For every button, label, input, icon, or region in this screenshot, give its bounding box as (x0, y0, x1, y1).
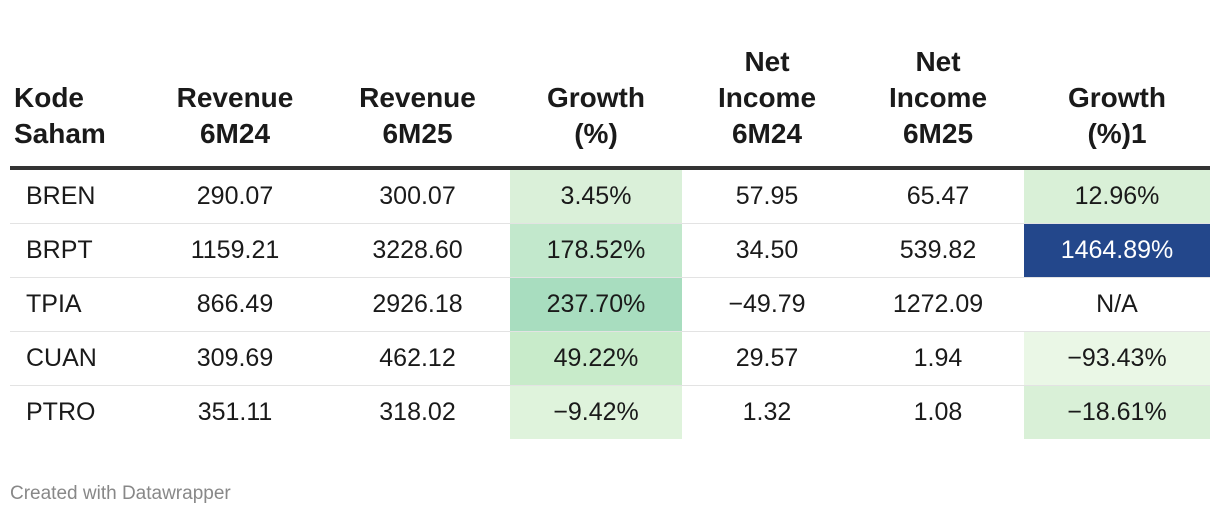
cell-net-income-6m24: 1.32 (742, 398, 792, 426)
header-row: Kode Saham Revenue 6M24 Revenue 6M25 Gro… (10, 40, 1210, 168)
cell-net-income-6m24: 29.57 (735, 344, 799, 372)
datawrapper-credit: Created with Datawrapper (10, 483, 231, 504)
header-line: Kode (14, 82, 84, 113)
header-line: 6M25 (902, 118, 974, 149)
header-line: 6M25 (382, 118, 453, 149)
cell-growth-1: −93.43% (1024, 331, 1210, 386)
column-header-growth-1: Growth (%)1 (1024, 40, 1210, 168)
table-row: BREN 290.07 300.07 3.45% 57.95 65.47 12.… (10, 168, 1210, 224)
column-header-revenue-6m24: Revenue 6M24 (145, 40, 325, 168)
cell-growth-1: 1464.89% (1024, 223, 1210, 278)
cell-revenue-6m25: 3228.60 (372, 236, 463, 264)
header-line: 6M24 (731, 118, 803, 149)
cell-net-income-6m24: 57.95 (735, 182, 799, 210)
cell-net-income-6m25: 65.47 (906, 182, 970, 210)
cell-revenue-6m24: 290.07 (196, 182, 274, 210)
cell-net-income-6m25: 1.08 (913, 398, 963, 426)
table-row: BRPT 1159.21 3228.60 178.52% 34.50 539.8… (10, 223, 1210, 278)
cell-kode-saham: CUAN (26, 344, 97, 372)
data-table: Kode Saham Revenue 6M24 Revenue 6M25 Gro… (10, 40, 1210, 439)
cell-revenue-6m24: 1159.21 (190, 236, 280, 264)
cell-growth: 3.45% (510, 168, 682, 224)
header-line: Net (744, 46, 790, 77)
header-line: Net (915, 46, 961, 77)
table-row: TPIA 866.49 2926.18 237.70% −49.79 1272.… (10, 277, 1210, 332)
cell-growth-1: −18.61% (1024, 385, 1210, 439)
table-row: PTRO 351.11 318.02 −9.42% 1.32 1.08 −18.… (10, 385, 1210, 439)
table-header: Kode Saham Revenue 6M24 Revenue 6M25 Gro… (10, 40, 1210, 168)
cell-net-income-6m25: 1272.09 (892, 290, 984, 318)
header-line: 6M24 (199, 118, 271, 149)
cell-net-income-6m24: −49.79 (728, 290, 806, 318)
header-line: Saham (14, 118, 106, 149)
table-body: BREN 290.07 300.07 3.45% 57.95 65.47 12.… (10, 168, 1210, 439)
cell-growth: −9.42% (510, 385, 682, 439)
cell-revenue-6m25: 300.07 (379, 182, 456, 210)
header-line: Income (888, 82, 988, 113)
cell-revenue-6m25: 2926.18 (372, 290, 463, 318)
data-table-container: Kode Saham Revenue 6M24 Revenue 6M25 Gro… (10, 40, 1210, 439)
column-header-net-income-6m25: Net Income 6M25 (852, 40, 1024, 168)
cell-growth-1: 12.96% (1024, 168, 1210, 224)
column-header-growth: Growth (%) (510, 40, 682, 168)
cell-net-income-6m25: 1.94 (913, 344, 963, 372)
cell-net-income-6m25: 539.82 (899, 236, 977, 264)
cell-kode-saham: BRPT (26, 236, 93, 264)
header-line: Revenue (359, 82, 476, 113)
header-line: Revenue (176, 82, 294, 113)
column-header-kode-saham: Kode Saham (10, 40, 145, 168)
cell-revenue-6m24: 351.11 (197, 398, 273, 426)
cell-growth: 237.70% (510, 277, 682, 332)
cell-kode-saham: TPIA (26, 290, 82, 318)
cell-revenue-6m24: 866.49 (196, 290, 274, 318)
cell-revenue-6m25: 318.02 (379, 398, 456, 426)
column-header-revenue-6m25: Revenue 6M25 (325, 40, 510, 168)
header-line: (%)1 (1087, 118, 1147, 149)
cell-revenue-6m25: 462.12 (379, 344, 456, 372)
cell-growth: 178.52% (510, 223, 682, 278)
cell-net-income-6m24: 34.50 (735, 236, 799, 264)
column-header-net-income-6m24: Net Income 6M24 (682, 40, 852, 168)
cell-growth-1: N/A (1024, 277, 1210, 332)
header-line: (%) (574, 118, 618, 149)
header-line: Growth (547, 82, 645, 113)
cell-growth: 49.22% (510, 331, 682, 386)
cell-revenue-6m24: 309.69 (196, 344, 274, 372)
header-line: Income (717, 82, 817, 113)
header-line: Growth (1068, 82, 1166, 113)
cell-kode-saham: PTRO (26, 398, 96, 426)
table-row: CUAN 309.69 462.12 49.22% 29.57 1.94 −93… (10, 331, 1210, 386)
cell-kode-saham: BREN (26, 182, 96, 210)
